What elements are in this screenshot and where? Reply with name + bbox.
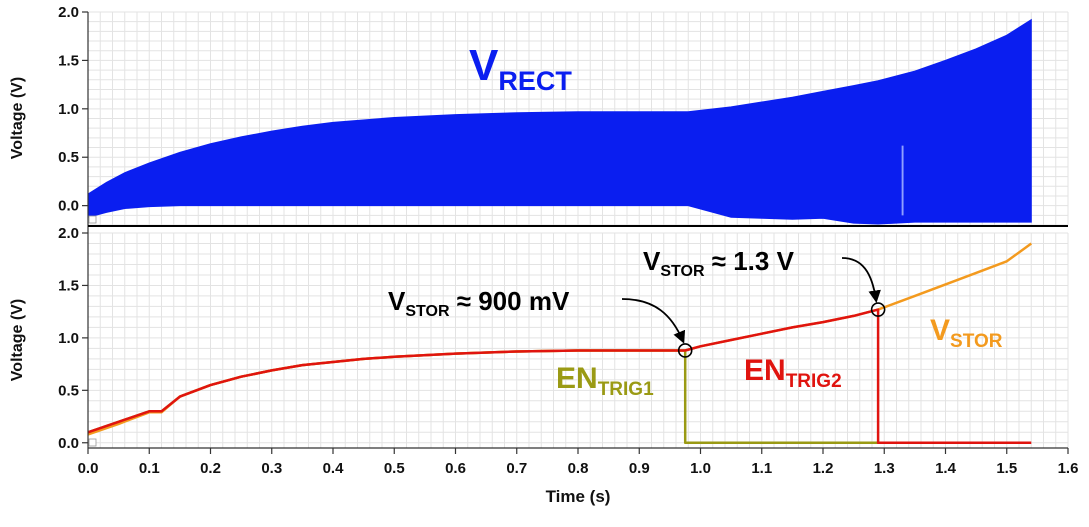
x-tick-label: 0.4 [323, 460, 345, 477]
x-tick-label: 0.7 [506, 460, 527, 477]
axes [82, 11, 1069, 454]
top-panel-plot [87, 18, 1032, 225]
x-tick-label: 1.0 [690, 460, 711, 477]
y-tick-label: 1.5 [58, 277, 79, 294]
annotation-marker [677, 343, 693, 358]
y-tick-label: 2.0 [58, 4, 79, 21]
corner-marker-bottom [88, 438, 97, 447]
x-tick-label: 1.4 [935, 460, 957, 477]
y-tick-label: 2.0 [58, 225, 79, 242]
annotation-arrow-900mv [621, 298, 686, 344]
x-tick-label: 0.3 [261, 460, 282, 477]
y-tick-label: 1.0 [58, 101, 79, 118]
en-trig1-label: ENTRIG1 [556, 362, 654, 400]
y-axis-label: Voltage (V) [9, 77, 26, 159]
x-tick-label: 1.1 [751, 460, 772, 477]
y-axis-label: Voltage (V) [9, 299, 26, 381]
series-en-trig2 [87, 308, 1032, 445]
vstor-label: VSTOR [930, 314, 1003, 352]
y-tick-label: 1.5 [58, 52, 79, 69]
annotation-vstor-1p3v: VSTOR ≈ 1.3 V [643, 246, 795, 280]
x-tick-label: 0.8 [568, 460, 589, 477]
x-tick-label: 0.2 [200, 460, 221, 477]
series-vrect-envelope [87, 18, 1032, 225]
x-tick-label: 0.6 [445, 460, 466, 477]
corner-marker-top [88, 215, 97, 224]
x-tick-label: 0.1 [139, 460, 160, 477]
x-tick-label: 1.5 [996, 460, 1017, 477]
y-tick-label: 1.0 [58, 330, 79, 347]
y-tick-label: 0.5 [58, 382, 79, 399]
series-vstor [87, 242, 1033, 436]
annotation-arrow-1p3v [841, 257, 881, 304]
x-tick-label: 1.3 [874, 460, 895, 477]
x-axis-label: Time (s) [546, 487, 611, 506]
y-tick-label: 0.5 [58, 149, 79, 166]
x-tick-label: 0.9 [629, 460, 650, 477]
labels: 0.0 0.1 0.2 0.3 0.4 0.5 0.6 0.7 0.8 0.9 1.0 1.1 1.2 1… [9, 4, 1078, 506]
en-trig2-label: ENTRIG2 [744, 354, 842, 392]
annotation-vstor-900mv: VSTOR ≈ 900 mV [388, 286, 570, 320]
x-tick-label: 1.2 [813, 460, 834, 477]
y-tick-label: 0.0 [58, 435, 79, 452]
y-tick-label: 0.0 [58, 198, 79, 215]
vrect-label: VRECT [469, 41, 572, 96]
x-tick-label: 0.5 [384, 460, 405, 477]
bottom-panel-grid [87, 232, 1069, 448]
bottom-panel-plot [87, 242, 1033, 445]
x-tick-label: 1.6 [1058, 460, 1079, 477]
x-tick-label: 0.0 [78, 460, 99, 477]
annotation-marker [870, 302, 886, 317]
